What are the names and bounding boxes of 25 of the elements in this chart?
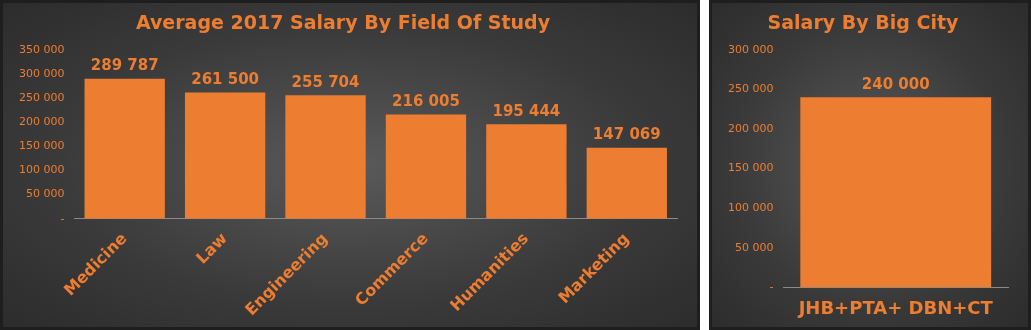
y-tick-label: 100 000 — [18, 163, 65, 177]
y-tick-label: 150 000 — [727, 161, 774, 175]
y-tick-label: 150 000 — [18, 139, 65, 153]
data-label: 261 500 — [191, 69, 260, 88]
y-tick-label: 200 000 — [18, 115, 65, 129]
data-label: 216 005 — [392, 91, 460, 110]
data-label: 240 000 — [861, 74, 930, 93]
y-tick-label: 200 000 — [727, 121, 774, 135]
data-label: 255 704 — [291, 72, 360, 91]
y-tick-label: - — [769, 280, 774, 294]
chart-title: Average 2017 Salary By Field Of Study — [135, 11, 551, 34]
y-tick-label: 350 000 — [18, 42, 65, 56]
y-tick-label: 250 000 — [18, 90, 65, 104]
y-tick-label: 50 000 — [25, 187, 65, 201]
data-label: 195 444 — [492, 101, 561, 120]
y-tick-label: 250 000 — [727, 82, 774, 96]
y-tick-label: 50 000 — [734, 240, 774, 254]
data-label: 147 069 — [592, 125, 661, 144]
data-label: 289 787 — [90, 56, 159, 75]
chart-title: Salary By Big City — [767, 11, 960, 34]
y-tick-label: 300 000 — [727, 42, 774, 56]
y-tick-label: 100 000 — [727, 201, 774, 215]
y-tick-label: - — [60, 211, 65, 225]
x-tick-label: JHB+PTA+ DBN+CT — [796, 296, 994, 318]
y-tick-label: 300 000 — [18, 66, 65, 80]
